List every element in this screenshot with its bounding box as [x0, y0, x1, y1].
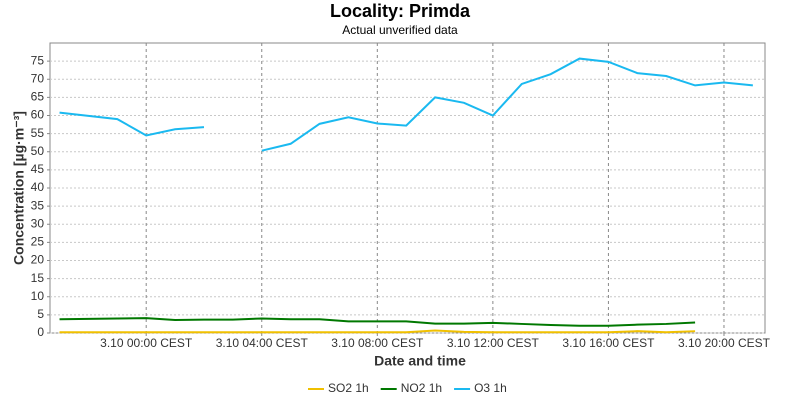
y-tick-label: 50 — [31, 144, 45, 158]
y-axis-title: Concentration [µg·m⁻³] — [11, 111, 27, 265]
x-tick-label: 3.10 20:00 CEST — [678, 336, 771, 350]
y-tick-label: 35 — [31, 198, 45, 212]
chart-title: Locality: Primda — [330, 1, 471, 21]
series-line — [59, 329, 696, 334]
series-line — [261, 57, 753, 152]
y-tick-label: 20 — [31, 253, 45, 267]
legend-label: NO2 1h — [401, 381, 442, 395]
y-tick-label: 5 — [37, 307, 44, 321]
x-tick-label: 3.10 00:00 CEST — [100, 336, 193, 350]
y-tick-label: 70 — [31, 71, 45, 85]
x-tick-label: 3.10 08:00 CEST — [331, 336, 424, 350]
y-tick-label: 60 — [31, 108, 45, 122]
legend-label: SO2 1h — [328, 381, 369, 395]
series-line — [59, 111, 205, 137]
y-tick-label: 40 — [31, 180, 45, 194]
y-tick-label: 0 — [37, 325, 44, 339]
x-tick-label: 3.10 16:00 CEST — [562, 336, 655, 350]
y-tick-label: 30 — [31, 216, 45, 230]
y-tick-label: 75 — [31, 53, 45, 67]
y-tick-label: 45 — [31, 162, 45, 176]
series-line — [59, 317, 696, 327]
chart-subtitle: Actual unverified data — [342, 23, 458, 37]
y-tick-label: 10 — [31, 289, 45, 303]
y-tick-label: 55 — [31, 126, 45, 140]
y-tick-label: 25 — [31, 235, 45, 249]
x-tick-label: 3.10 12:00 CEST — [447, 336, 540, 350]
y-tick-label: 15 — [31, 271, 45, 285]
x-tick-label: 3.10 04:00 CEST — [216, 336, 309, 350]
y-tick-label: 65 — [31, 90, 45, 104]
x-axis-title: Date and time — [374, 353, 466, 369]
legend-label: O3 1h — [474, 381, 507, 395]
